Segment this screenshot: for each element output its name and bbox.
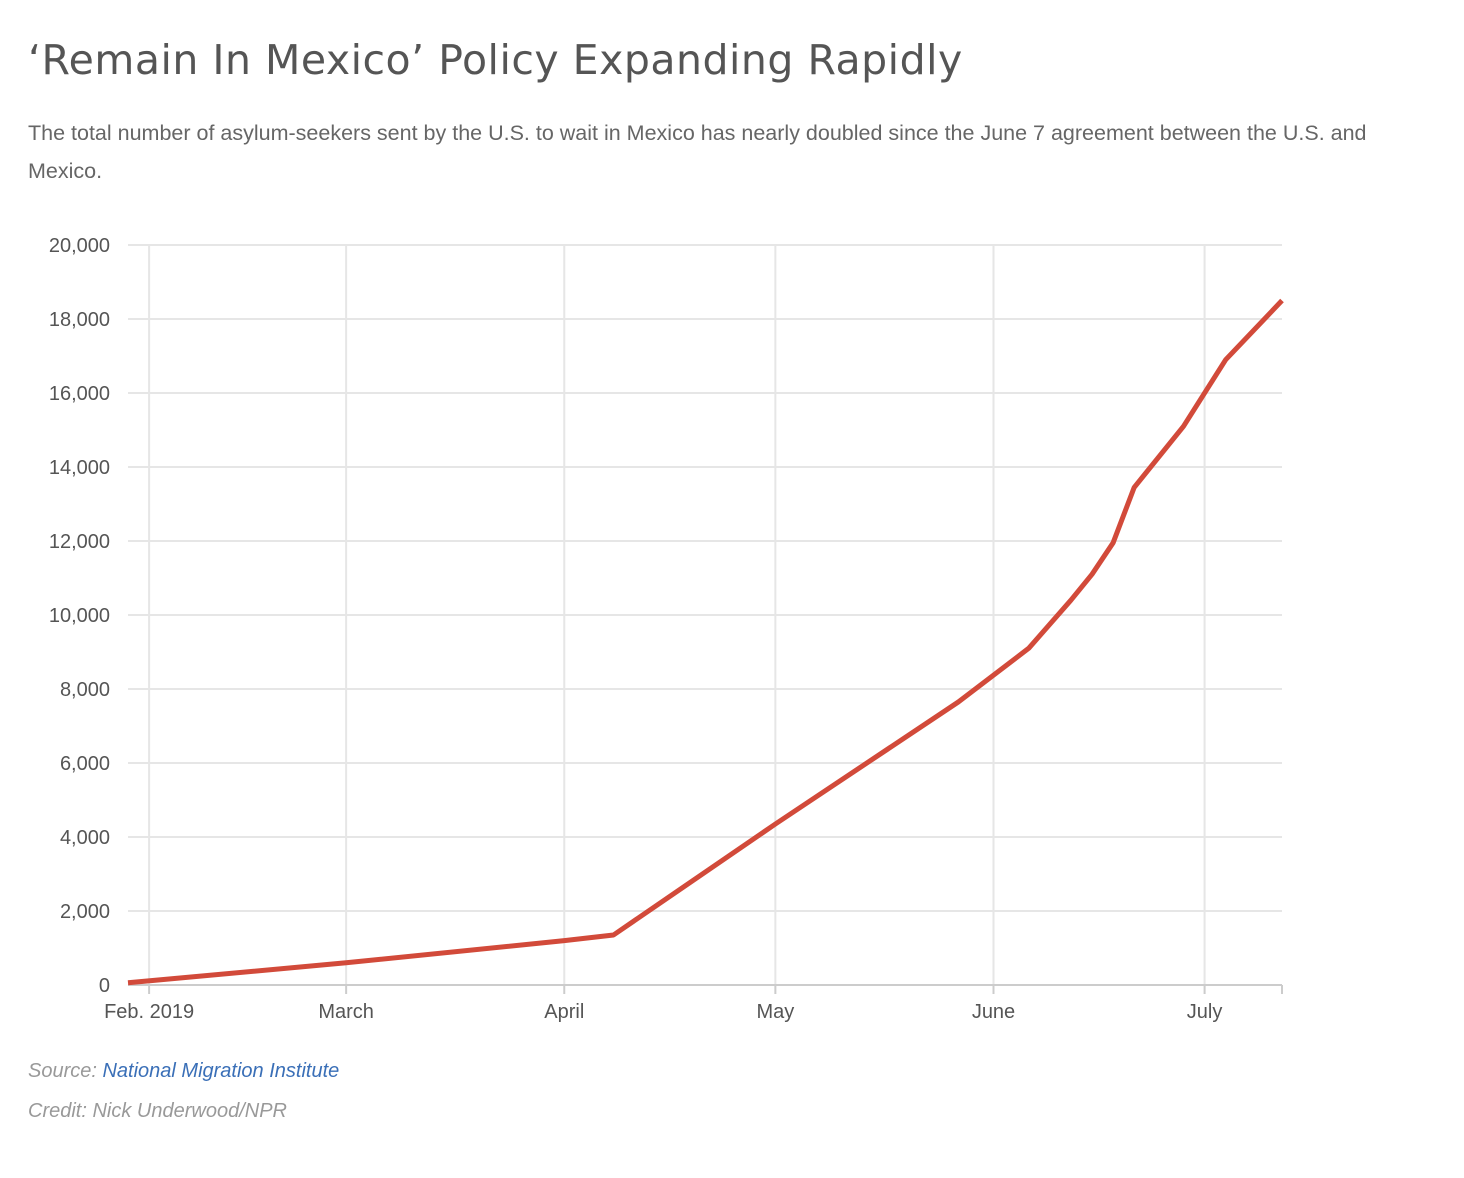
x-tick-label: April (544, 1001, 584, 1023)
source-prefix: Source: (28, 1060, 103, 1082)
y-tick-label: 20,000 (49, 235, 110, 257)
line-chart: 0 2,000 4,000 6,000 8,000 10,000 12,000 14,000 1… (49, 235, 1284, 1023)
chart-subtitle: The total number of asylum-seekers sent … (28, 121, 1367, 183)
axes (128, 984, 1283, 994)
x-tick-label: Feb. 2019 (104, 1001, 194, 1023)
y-tick-label: 0 (99, 975, 110, 997)
y-tick-label: 18,000 (49, 309, 110, 331)
x-tick-label: March (318, 1001, 374, 1023)
credit-note: Credit: Nick Underwood/NPR (28, 1100, 287, 1122)
gridlines (128, 244, 1282, 985)
y-tick-label: 8,000 (60, 679, 110, 701)
tick-labels: 0 2,000 4,000 6,000 8,000 10,000 12,000 14,000 1… (49, 235, 1223, 1023)
y-tick-label: 6,000 (60, 753, 110, 775)
y-tick-label: 10,000 (49, 605, 110, 627)
source-link[interactable]: National Migration Institute (102, 1060, 340, 1082)
y-tick-label: 16,000 (49, 383, 110, 405)
x-tick-label: June (972, 1001, 1015, 1023)
y-tick-label: 12,000 (49, 531, 110, 553)
x-tick-label: May (756, 1001, 794, 1023)
x-tick-label: July (1187, 1001, 1223, 1023)
series-line (127, 298, 1284, 986)
series-lines (127, 298, 1284, 986)
y-tick-label: 2,000 (60, 901, 110, 923)
source-note: Source: National Migration Institute (28, 1060, 339, 1083)
chart-title: ‘Remain In Mexico’ Policy Expanding Rapi… (28, 36, 963, 84)
y-tick-label: 4,000 (60, 827, 110, 849)
y-tick-label: 14,000 (49, 457, 110, 479)
